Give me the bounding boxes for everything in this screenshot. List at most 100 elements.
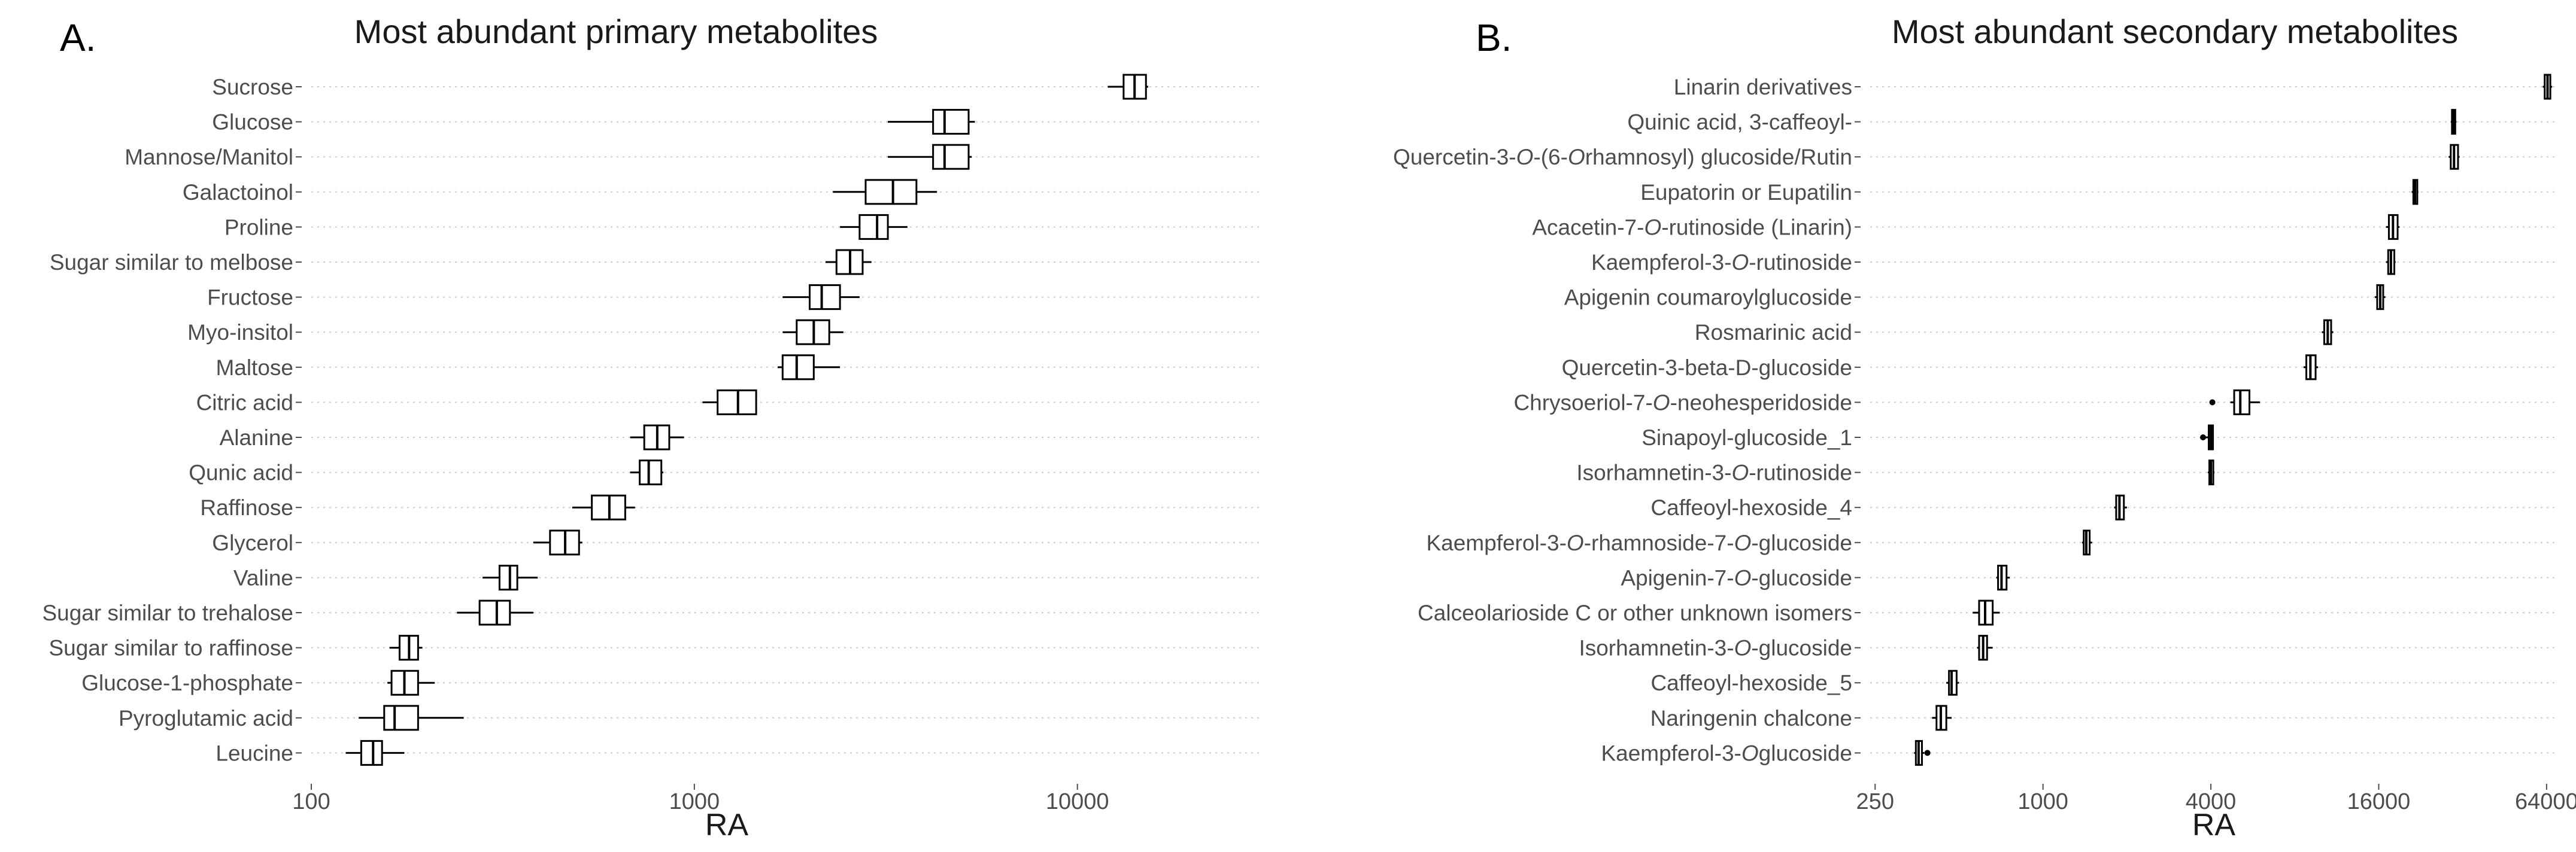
category-label-linarin-derivatives: Linarin derivatives bbox=[1674, 75, 1852, 99]
category-label-eupatorin-or-eupatilin: Eupatorin or Eupatilin bbox=[1640, 180, 1852, 205]
box-quercetin-3-beta-d-glucoside bbox=[2303, 354, 2319, 381]
iqr-box-mannose-manitol bbox=[932, 144, 970, 170]
box-glucose bbox=[888, 109, 975, 135]
panel-b-title: Most abundant secondary metabolites bbox=[1892, 13, 2458, 50]
panel-a: A. Most abundant primary metabolites Suc… bbox=[42, 13, 1260, 842]
x-tick-label-1000: 1000 bbox=[2017, 789, 2068, 814]
category-label-apigenin-7-o-glucoside: Apigenin-7-O-glucoside bbox=[1621, 565, 1852, 590]
x-tick-label-64000: 64000 bbox=[2515, 789, 2576, 814]
iqr-box-glucose bbox=[932, 109, 970, 135]
panel-a-label: A. bbox=[60, 16, 96, 59]
box-isorhamnetin-3-o-rutinoside bbox=[2207, 460, 2215, 486]
category-label-sinapoyl-glucoside-1: Sinapoyl-glucoside_1 bbox=[1642, 425, 1852, 450]
category-label-apigenin-coumaroylglucoside: Apigenin coumaroylglucoside bbox=[1564, 285, 1852, 310]
box-sinapoyl-glucoside-1 bbox=[2200, 424, 2214, 451]
iqr-box-valine bbox=[498, 564, 518, 591]
category-label-caffeoyl-hexoside-5: Caffeoyl-hexoside_5 bbox=[1650, 671, 1852, 695]
box-fructose bbox=[782, 284, 860, 311]
outlier-sinapoyl-glucoside-1-0 bbox=[2200, 434, 2207, 440]
box-glycerol bbox=[533, 530, 582, 556]
panel-b-label: B. bbox=[1476, 16, 1512, 59]
panel-a-category-labels: Sucrose Glucose Mannose/Manitol Galactoinol… bbox=[42, 75, 302, 765]
iqr-box-proline bbox=[858, 214, 889, 240]
iqr-box-qunic-acid bbox=[639, 460, 663, 486]
panel-b-grid bbox=[1870, 86, 2557, 754]
category-label-calceolarioside-c-or-other-unknown-isomers: Calceolarioside C or other unknown isome… bbox=[1418, 601, 1852, 625]
iqr-box-fructose bbox=[808, 284, 841, 311]
outlier-chrysoeriol-7-o-neohesperidoside-0 bbox=[2209, 399, 2216, 406]
box-glucose-1-phosphate bbox=[387, 670, 435, 696]
category-label-quercetin-3-o-6-o-rhamnosyl-glucoside-rutin: Quercetin-3-O-(6-Orhamnosyl) glucoside/R… bbox=[1393, 145, 1852, 169]
box-caffeoyl-hexoside-5 bbox=[1946, 670, 1959, 696]
category-label-mannose-manitol: Mannose/Manitol bbox=[125, 145, 293, 169]
category-label-sugar-similar-to-trehalose: Sugar similar to trehalose bbox=[42, 601, 293, 625]
category-label-maltose: Maltose bbox=[216, 355, 293, 380]
box-citric-acid bbox=[702, 389, 757, 415]
category-label-kaempferol-3-o-glucoside: Kaempferol-3-Oglucoside bbox=[1601, 741, 1852, 765]
box-quinic-acid-3-caffeoyl bbox=[2450, 109, 2457, 135]
box-eupatorin-or-eupatilin bbox=[2411, 179, 2419, 205]
panel-a-x-ticks: 100 1000 10000 bbox=[292, 784, 1109, 814]
box-mannose-manitol bbox=[888, 144, 972, 170]
box-qunic-acid bbox=[630, 460, 664, 486]
box-kaempferol-3-o-glucoside bbox=[1914, 740, 1931, 766]
iqr-box-leucine bbox=[360, 740, 383, 766]
category-label-galactoinol: Galactoinol bbox=[183, 180, 293, 205]
category-label-kaempferol-3-o-rhamnoside-7-o-glucoside: Kaempferol-3-O-rhamnoside-7-O-glucoside bbox=[1426, 531, 1852, 555]
category-label-sugar-similar-to-raffinose: Sugar similar to raffinose bbox=[48, 636, 293, 661]
x-tick-label-16000: 16000 bbox=[2347, 789, 2411, 814]
panel-b-x-axis-title: RA bbox=[2192, 808, 2236, 842]
box-kaempferol-3-o-rutinoside bbox=[2386, 249, 2396, 275]
box-sugar-similar-to-raffinose bbox=[389, 635, 423, 661]
category-label-qunic-acid: Qunic acid bbox=[189, 461, 293, 485]
box-quercetin-3-o-6-o-rhamnosyl-glucoside-rutin bbox=[2448, 144, 2460, 170]
box-leucine bbox=[345, 740, 405, 766]
category-label-leucine: Leucine bbox=[216, 741, 293, 765]
x-tick-label-100: 100 bbox=[292, 789, 330, 814]
box-galactoinol bbox=[833, 179, 937, 205]
box-isorhamnetin-3-o-glucoside bbox=[1977, 635, 1993, 661]
panel-a-boxes bbox=[345, 74, 1148, 766]
iqr-box-pyroglutamic-acid bbox=[383, 705, 419, 731]
box-maltose bbox=[778, 354, 841, 381]
panel-b-x-ticks: 250 1000 4000 16000 64000 bbox=[1856, 784, 2576, 814]
box-valine bbox=[483, 564, 538, 591]
box-apigenin-7-o-glucoside bbox=[1996, 564, 2010, 591]
outlier-kaempferol-3-o-glucoside-0 bbox=[1924, 750, 1931, 756]
panel-b-category-labels: Linarin derivatives Quinic acid, 3-caffeo… bbox=[1393, 75, 1861, 765]
category-label-chrysoeriol-7-o-neohesperidoside: Chrysoeriol-7-O-neohesperidoside bbox=[1513, 390, 1852, 415]
panel-a-x-axis-title: RA bbox=[705, 808, 749, 842]
iqr-box-galactoinol bbox=[864, 179, 918, 205]
box-apigenin-coumaroylglucoside bbox=[2375, 284, 2386, 311]
x-tick-label-4000: 4000 bbox=[2186, 789, 2237, 814]
box-rosmarinic-acid bbox=[2322, 319, 2334, 345]
category-label-quinic-acid-3-caffeoyl: Quinic acid, 3-caffeoyl- bbox=[1627, 110, 1852, 135]
iqr-box-maltose bbox=[781, 354, 815, 381]
category-label-kaempferol-3-o-rutinoside: Kaempferol-3-O-rutinoside bbox=[1591, 250, 1852, 275]
category-label-quercetin-3-beta-d-glucoside: Quercetin-3-beta-D-glucoside bbox=[1562, 355, 1852, 380]
category-label-pyroglutamic-acid: Pyroglutamic acid bbox=[119, 706, 293, 731]
category-label-myo-insitol: Myo-insitol bbox=[187, 320, 293, 345]
category-label-acacetin-7-o-rutinoside-linarin: Acacetin-7-O-rutinoside (Linarin) bbox=[1532, 215, 1852, 239]
category-label-proline: Proline bbox=[224, 215, 293, 239]
panel-b: B. Most abundant secondary metabolites L… bbox=[1393, 13, 2576, 842]
category-label-sugar-similar-to-melbose: Sugar similar to melbose bbox=[50, 250, 293, 275]
category-label-rosmarinic-acid: Rosmarinic acid bbox=[1695, 320, 1852, 345]
box-calceolarioside-c-or-other-unknown-isomers bbox=[1973, 600, 2000, 626]
box-pyroglutamic-acid bbox=[359, 705, 464, 731]
category-label-citric-acid: Citric acid bbox=[196, 390, 293, 415]
box-sugar-similar-to-trehalose bbox=[457, 600, 533, 626]
x-tick-label-1000: 1000 bbox=[669, 789, 720, 814]
box-acacetin-7-o-rutinoside-linarin bbox=[2386, 214, 2400, 240]
x-tick-label-10000: 10000 bbox=[1046, 789, 1109, 814]
category-label-alanine: Alanine bbox=[220, 425, 293, 450]
box-alanine bbox=[630, 424, 684, 451]
category-label-glucose-1-phosphate: Glucose-1-phosphate bbox=[81, 671, 293, 695]
category-label-caffeoyl-hexoside-4: Caffeoyl-hexoside_4 bbox=[1650, 495, 1852, 520]
category-label-glycerol: Glycerol bbox=[212, 531, 293, 555]
category-label-sucrose: Sucrose bbox=[212, 75, 293, 99]
panel-b-boxes bbox=[1914, 74, 2553, 766]
iqr-box-chrysoeriol-7-o-neohesperidoside bbox=[2233, 389, 2250, 415]
